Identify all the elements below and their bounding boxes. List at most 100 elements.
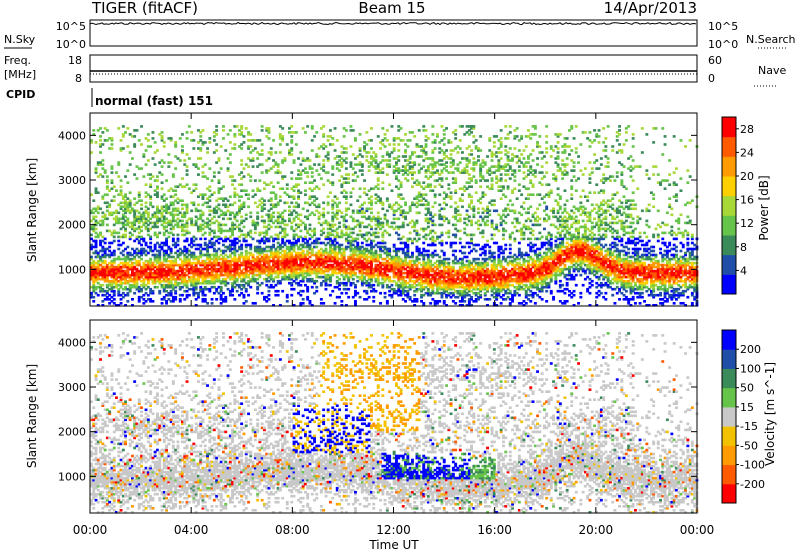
power-cell bbox=[318, 238, 321, 241]
power-cell bbox=[249, 133, 252, 136]
power-cell bbox=[199, 244, 202, 247]
power-cell bbox=[338, 179, 341, 182]
power-cell bbox=[213, 191, 216, 194]
power-cell bbox=[379, 147, 382, 150]
power-cell bbox=[445, 127, 448, 130]
power-cell bbox=[208, 137, 211, 140]
power-cell bbox=[452, 159, 455, 162]
nsky-line bbox=[90, 23, 696, 25]
power-cell bbox=[224, 296, 227, 299]
power-cell bbox=[111, 147, 114, 150]
power-cell bbox=[231, 175, 234, 178]
power-cell bbox=[222, 129, 225, 132]
power-cell bbox=[233, 147, 236, 150]
power-cell bbox=[409, 232, 412, 235]
power-cell bbox=[117, 240, 120, 243]
power-cell bbox=[140, 167, 143, 170]
power-cell bbox=[211, 179, 214, 182]
power-cell bbox=[120, 302, 123, 305]
power-cell bbox=[147, 159, 150, 162]
power-cell bbox=[174, 141, 177, 144]
power-cell bbox=[186, 173, 189, 176]
power-cell bbox=[391, 189, 394, 192]
power-cell bbox=[318, 155, 321, 158]
power-cell bbox=[338, 226, 341, 229]
power-cell bbox=[152, 300, 155, 303]
power-cell bbox=[247, 165, 250, 168]
power-cell bbox=[142, 175, 145, 178]
power-cell bbox=[377, 135, 380, 138]
power-cell bbox=[92, 296, 95, 299]
power-cell bbox=[249, 175, 252, 178]
power-cell bbox=[299, 294, 302, 297]
power-cell bbox=[145, 163, 148, 166]
power-cell bbox=[447, 230, 450, 233]
power-cell bbox=[384, 133, 387, 136]
power-cell bbox=[263, 204, 266, 207]
power-cell bbox=[204, 238, 207, 241]
power-cell bbox=[299, 214, 302, 217]
power-cell bbox=[416, 230, 419, 233]
power-cell bbox=[170, 161, 173, 164]
power-cell bbox=[311, 167, 314, 170]
power-cell bbox=[172, 173, 175, 176]
power-cell bbox=[306, 125, 309, 128]
power-cell bbox=[204, 163, 207, 166]
power-cell bbox=[156, 226, 159, 229]
power-cell bbox=[284, 210, 287, 213]
power-cell bbox=[354, 171, 357, 174]
power-cell bbox=[279, 151, 282, 154]
power-cell bbox=[136, 129, 139, 132]
power-cell bbox=[320, 298, 323, 301]
power-cell bbox=[261, 171, 264, 174]
power-cell bbox=[356, 292, 359, 295]
power-cell bbox=[381, 222, 384, 225]
power-cell bbox=[404, 155, 407, 158]
power-cell bbox=[99, 208, 102, 211]
nave-tick-high: 60 bbox=[708, 54, 722, 67]
power-cell bbox=[261, 216, 264, 219]
power-cell bbox=[427, 208, 430, 211]
power-cell bbox=[286, 234, 289, 237]
power-cell bbox=[297, 204, 300, 207]
power-cell bbox=[284, 228, 287, 231]
power-cell bbox=[304, 181, 307, 184]
power-cell bbox=[124, 131, 127, 134]
power-cell bbox=[434, 202, 437, 205]
power-cell bbox=[370, 139, 373, 142]
power-cell bbox=[268, 157, 271, 160]
power-cell bbox=[311, 149, 314, 152]
power-cell bbox=[327, 202, 330, 205]
power-cell bbox=[411, 185, 414, 188]
power-cell bbox=[249, 244, 252, 247]
power-cell bbox=[252, 238, 255, 241]
power-cell bbox=[347, 208, 350, 211]
power-cell bbox=[245, 300, 248, 303]
power-cell bbox=[406, 244, 409, 247]
power-cell bbox=[400, 127, 403, 130]
power-cell bbox=[152, 206, 155, 209]
power-cell bbox=[208, 214, 211, 217]
power-cell bbox=[243, 202, 246, 205]
power-cell bbox=[111, 137, 114, 140]
power-cell bbox=[350, 145, 353, 148]
power-cell bbox=[106, 185, 109, 188]
power-cell bbox=[138, 191, 141, 194]
power-cell bbox=[206, 177, 209, 180]
power-cell bbox=[167, 165, 170, 168]
power-cell bbox=[309, 224, 312, 227]
power-cell bbox=[240, 147, 243, 150]
power-cell bbox=[441, 185, 444, 188]
power-cell bbox=[436, 133, 439, 136]
power-cell bbox=[165, 197, 168, 200]
power-cell bbox=[338, 202, 341, 205]
power-cell bbox=[215, 129, 218, 132]
power-cell bbox=[268, 294, 271, 297]
power-cell bbox=[402, 197, 405, 200]
power-cell bbox=[252, 189, 255, 192]
power-cell bbox=[254, 202, 257, 205]
power-cell bbox=[218, 204, 221, 207]
power-cell bbox=[213, 230, 216, 233]
power-cell bbox=[334, 127, 337, 130]
power-cell bbox=[190, 210, 193, 213]
